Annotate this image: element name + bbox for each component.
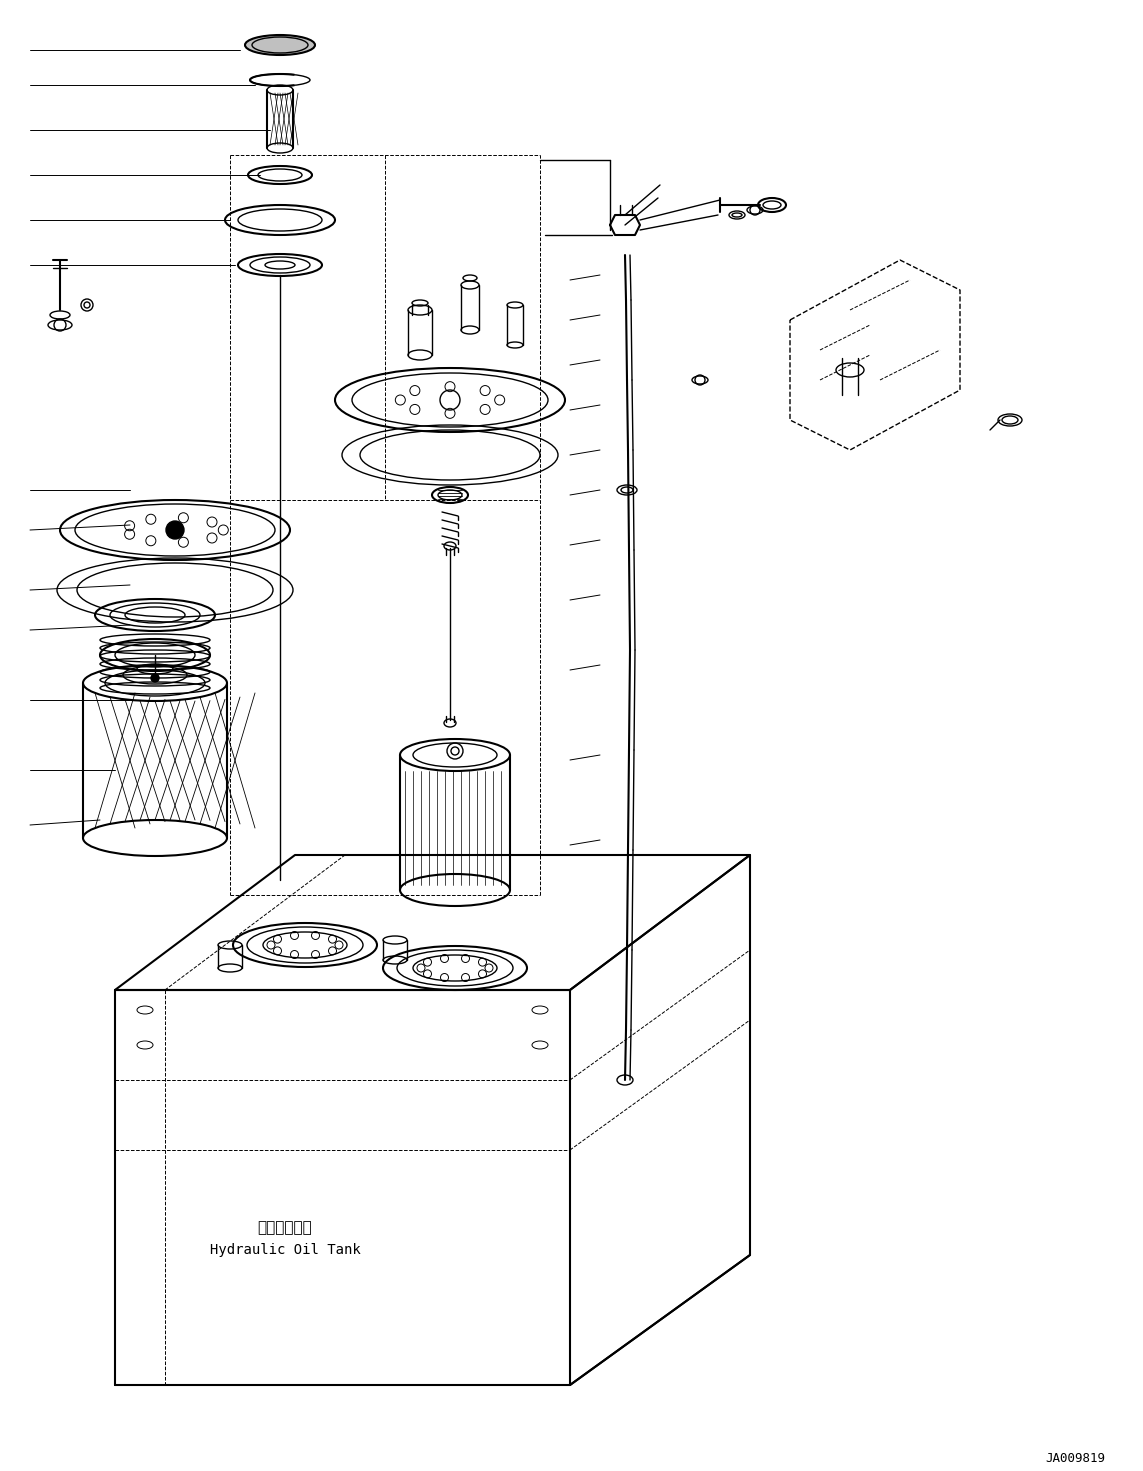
Text: Hydraulic Oil Tank: Hydraulic Oil Tank [209, 1243, 360, 1258]
Circle shape [151, 674, 159, 683]
Text: 作動油タンク: 作動油タンク [257, 1221, 312, 1236]
Ellipse shape [245, 35, 315, 54]
Text: JA009819: JA009819 [1045, 1452, 1105, 1465]
Circle shape [166, 521, 184, 538]
